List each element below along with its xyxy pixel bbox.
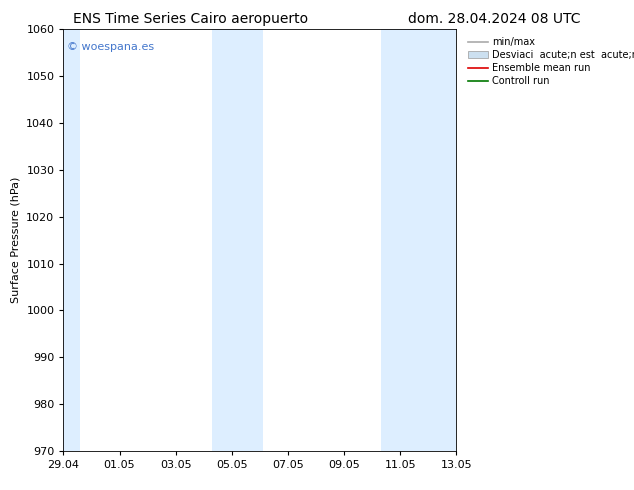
Y-axis label: Surface Pressure (hPa): Surface Pressure (hPa) (11, 177, 21, 303)
Bar (212, 29, 262, 451)
Bar (380, 29, 456, 451)
Text: ENS Time Series Cairo aeropuerto: ENS Time Series Cairo aeropuerto (73, 12, 307, 26)
Text: © woespana.es: © woespana.es (67, 42, 155, 52)
Bar (63, 29, 81, 451)
Text: dom. 28.04.2024 08 UTC: dom. 28.04.2024 08 UTC (408, 12, 581, 26)
Legend: min/max, Desviaci  acute;n est  acute;ndar, Ensemble mean run, Controll run: min/max, Desviaci acute;n est acute;ndar… (465, 34, 634, 89)
